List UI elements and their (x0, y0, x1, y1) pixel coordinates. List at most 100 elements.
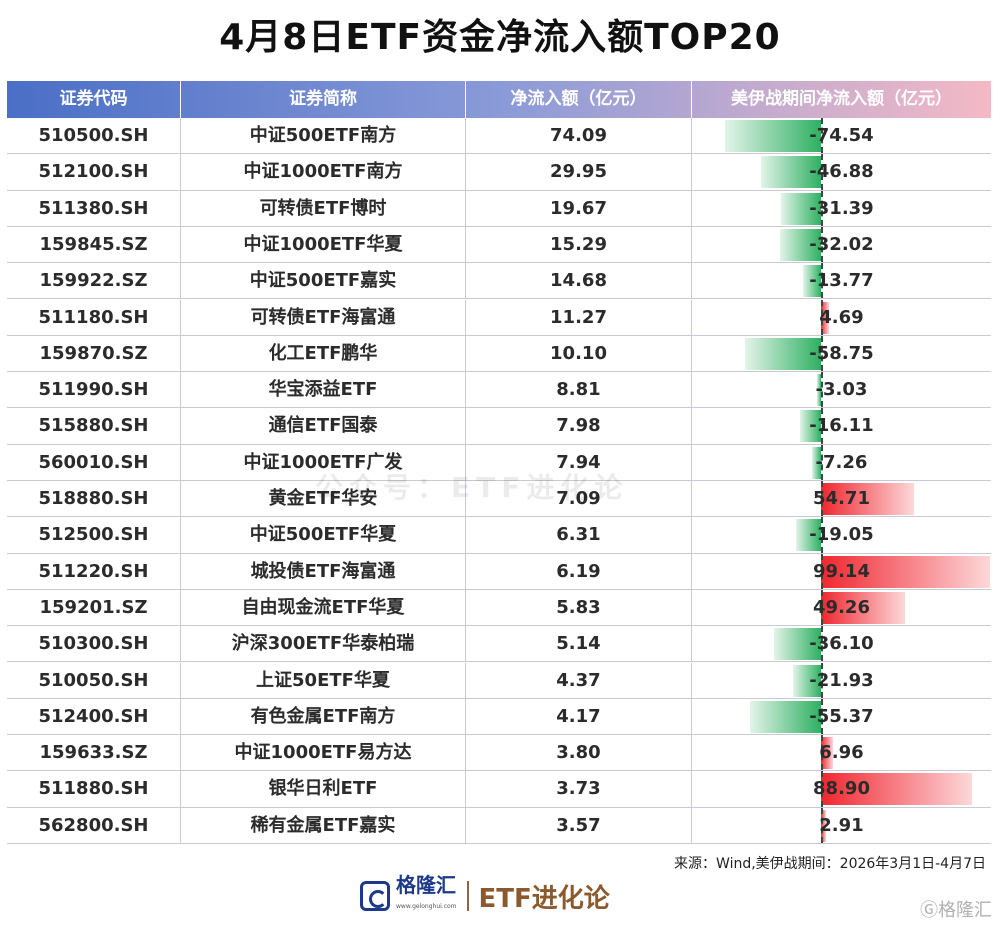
zero-axis-line (821, 662, 823, 698)
data-label: 6.96 (819, 742, 864, 764)
cell-code: 511180.SH (7, 299, 181, 335)
zero-axis-line (821, 735, 823, 771)
positive-bar (821, 555, 990, 588)
table-row: 562800.SH 稀有金属ETF嘉实 3.57 2.91 (7, 807, 991, 844)
brand-name: 格隆汇 www.gelonghui.com (396, 874, 457, 918)
cell-name: 自由现金流ETF华夏 (181, 589, 466, 626)
data-label: -3.03 (815, 379, 868, 401)
cell-inflow: 5.83 (466, 589, 692, 626)
cell-war-inflow: -31.39 (692, 190, 991, 226)
cell-code: 159633.SZ (7, 735, 181, 771)
cell-name: 城投债ETF海富通 (181, 553, 466, 589)
cell-inflow: 10.10 (466, 335, 692, 372)
data-label: 4.69 (819, 306, 864, 328)
data-label: 2.91 (819, 814, 864, 836)
table-header: 证券代码 证券简称 净流入额（亿元） 美伊战期间净流入额（亿元） (7, 81, 991, 118)
cell-war-inflow: -13.77 (692, 263, 991, 299)
header-war-inflow[interactable]: 美伊战期间净流入额（亿元） (731, 89, 952, 109)
zero-axis-line (821, 807, 823, 843)
positive-bar (821, 483, 914, 515)
table-row: 159633.SZ 中证1000ETF易方达 3.80 6.96 (7, 735, 991, 772)
table-row: 511880.SH 银华日利ETF 3.73 88.90 (7, 771, 991, 808)
source-note: 来源：Wind,美伊战期间：2026年3月1日-4月7日 (674, 856, 986, 872)
cell-war-inflow: -19.05 (692, 517, 991, 553)
header-code[interactable]: 证券代码 (7, 81, 181, 118)
cell-inflow: 19.67 (466, 190, 692, 226)
table-row: 511990.SH 华宝添益ETF 8.81 -3.03 (7, 372, 991, 409)
negative-bar (749, 700, 821, 733)
cell-name: 中证500ETF南方 (181, 118, 466, 154)
cell-code: 510050.SH (7, 662, 181, 698)
cell-name: 中证1000ETF易方达 (181, 735, 466, 771)
negative-bar (780, 192, 821, 225)
cell-war-inflow: -36.10 (692, 626, 991, 662)
negative-bar (803, 265, 821, 298)
corner-watermark: Ⓖ格隆汇 (920, 900, 992, 921)
zero-axis-line (821, 372, 823, 408)
positive-bar (821, 301, 829, 334)
cell-name: 中证500ETF华夏 (181, 517, 466, 553)
zero-axis-line (821, 517, 823, 553)
zero-axis-line (821, 263, 823, 299)
cell-name: 可转债ETF海富通 (181, 299, 466, 335)
cell-name: 稀有金属ETF嘉实 (181, 807, 466, 843)
negative-bar (779, 228, 821, 261)
cell-war-inflow: 49.26 (692, 589, 991, 626)
table-row: 511220.SH 城投债ETF海富通 6.19 99.14 (7, 553, 991, 590)
cell-name: 可转债ETF博时 (181, 190, 466, 226)
zero-axis-line (821, 335, 823, 372)
cell-war-inflow: -74.54 (692, 118, 991, 154)
data-label: -13.77 (809, 270, 874, 292)
cell-war-inflow: 2.91 (692, 807, 991, 843)
negative-bar (796, 519, 821, 552)
table-row: 159870.SZ 化工ETF鹏华 10.10 -58.75 (7, 335, 991, 373)
cell-inflow: 29.95 (466, 154, 692, 190)
cell-code: 518880.SH (7, 481, 181, 517)
cell-name: 有色金属ETF南方 (181, 698, 466, 735)
zero-axis-line (821, 226, 823, 263)
cell-inflow: 3.57 (466, 807, 692, 843)
cell-inflow: 74.09 (466, 118, 692, 154)
negative-bar (724, 120, 821, 152)
negative-bar (760, 156, 821, 189)
zero-axis-line (821, 698, 823, 735)
zero-axis-line (821, 481, 823, 517)
cell-inflow: 3.73 (466, 771, 692, 807)
table-row: 515880.SH 通信ETF国泰 7.98 -16.11 (7, 408, 991, 445)
data-label: -21.93 (809, 669, 874, 691)
cell-war-inflow: 6.96 (692, 735, 991, 771)
cell-code: 510300.SH (7, 626, 181, 662)
cell-code: 511880.SH (7, 771, 181, 807)
table-row: 560010.SH 中证1000ETF广发 7.94 -7.26 (7, 444, 991, 481)
data-label: 49.26 (813, 596, 870, 618)
cell-code: 512100.SH (7, 154, 181, 190)
cell-name: 上证50ETF华夏 (181, 662, 466, 698)
cell-inflow: 5.14 (466, 626, 692, 662)
cell-war-inflow: -16.11 (692, 408, 991, 444)
negative-bar (792, 664, 821, 697)
table-row: 159845.SZ 中证1000ETF华夏 15.29 -32.02 (7, 226, 991, 264)
cell-code: 159922.SZ (7, 263, 181, 299)
negative-bar (745, 337, 821, 370)
cell-inflow: 3.80 (466, 735, 692, 771)
cell-name: 中证1000ETF广发 (181, 444, 466, 480)
cell-war-inflow: -3.03 (692, 372, 991, 408)
table-row: 518880.SH 黄金ETF华安 7.09 54.71 (7, 481, 991, 518)
cell-inflow: 4.17 (466, 698, 692, 735)
negative-bar (817, 374, 821, 407)
zero-axis-line (821, 626, 823, 662)
header-name[interactable]: 证券简称 (181, 81, 466, 118)
table-row: 512400.SH 有色金属ETF南方 4.17 -55.37 (7, 698, 991, 736)
cell-war-inflow: 54.71 (692, 481, 991, 517)
table-row: 159922.SZ 中证500ETF嘉实 14.68 -13.77 (7, 263, 991, 300)
cell-code: 515880.SH (7, 408, 181, 444)
cell-name: 华宝添益ETF (181, 372, 466, 408)
cell-name: 化工ETF鹏华 (181, 335, 466, 372)
header-inflow[interactable]: 净流入额（亿元） (466, 81, 692, 118)
data-label: -19.05 (809, 524, 874, 546)
table-row: 512500.SH 中证500ETF华夏 6.31 -19.05 (7, 517, 991, 554)
data-label: -31.39 (809, 197, 874, 219)
zero-axis-line (821, 299, 823, 335)
cell-name: 沪深300ETF华泰柏瑞 (181, 626, 466, 662)
cell-inflow: 14.68 (466, 263, 692, 299)
